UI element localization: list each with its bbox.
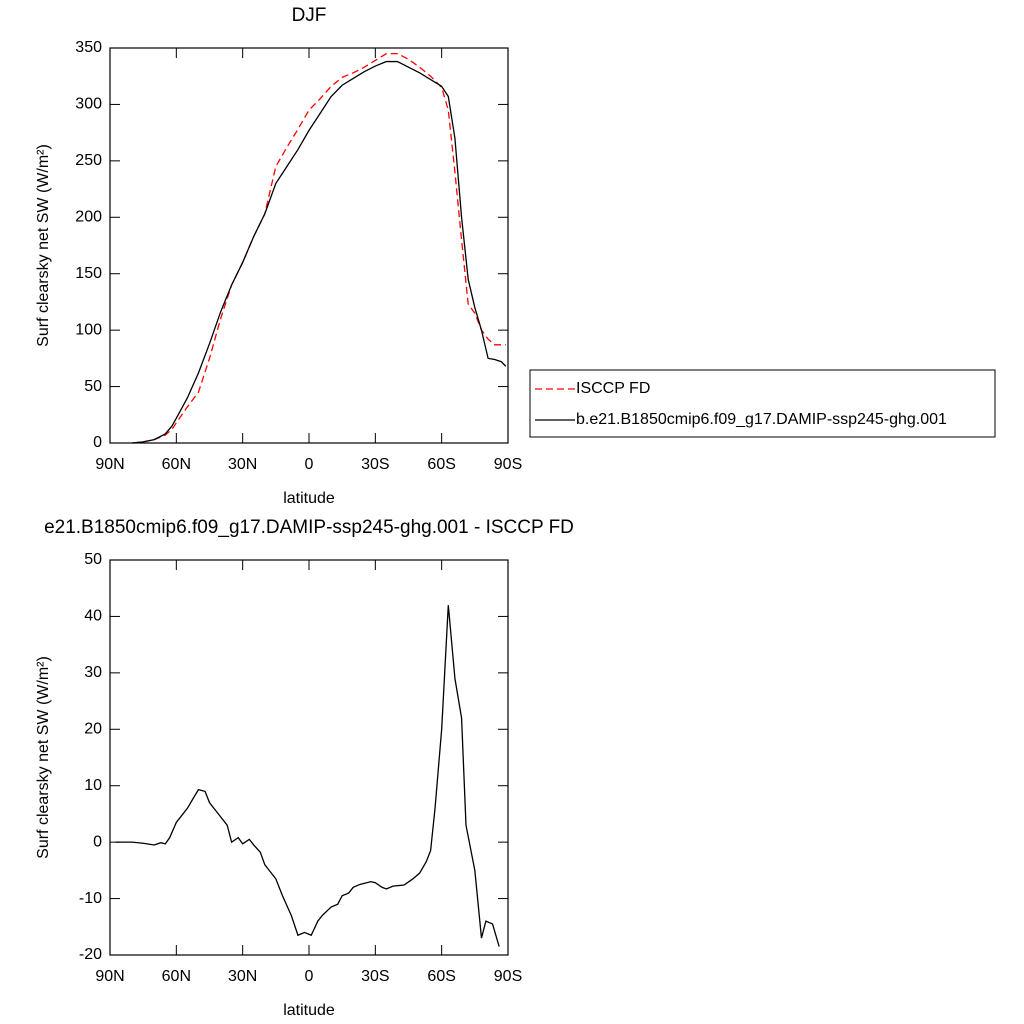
- x-tick-label: 60S: [427, 456, 455, 473]
- y-tick-label: 50: [84, 551, 102, 568]
- x-tick-label: 90S: [494, 456, 522, 473]
- chart-title: DJF: [292, 5, 327, 26]
- x-tick-label: 0: [305, 456, 314, 473]
- x-tick-label: 30N: [228, 968, 257, 985]
- y-tick-label: 300: [75, 96, 102, 113]
- y-tick-label: 350: [75, 39, 102, 56]
- y-tick-label: 250: [75, 152, 102, 169]
- y-tick-label: 0: [93, 434, 102, 451]
- x-tick-label: 30S: [361, 456, 389, 473]
- y-tick-label: 30: [84, 664, 102, 681]
- y-tick-label: 150: [75, 265, 102, 282]
- y-tick-label: 20: [84, 721, 102, 738]
- data-line: [115, 605, 500, 947]
- plot-frame: [109, 559, 509, 956]
- x-tick-label: 60N: [162, 456, 191, 473]
- y-tick-label: 40: [84, 608, 102, 625]
- chart-title: e21.B1850cmip6.f09_g17.DAMIP-ssp245-ghg.…: [44, 517, 574, 538]
- x-axis-title: latitude: [283, 490, 335, 507]
- y-axis-title: Surf clearsky net SW (W/m²): [35, 144, 52, 347]
- y-axis-title: Surf clearsky net SW (W/m²): [35, 656, 52, 859]
- legend-label: b.e21.B1850cmip6.f09_g17.DAMIP-ssp245-gh…: [576, 411, 947, 428]
- x-tick-label: 90S: [494, 968, 522, 985]
- x-axis-title: latitude: [283, 1002, 335, 1019]
- y-tick-label: -20: [79, 946, 102, 963]
- x-tick-label: 60S: [427, 968, 455, 985]
- x-tick-label: 60N: [162, 968, 191, 985]
- legend-label: ISCCP FD: [576, 380, 650, 397]
- plot-frame: [109, 47, 509, 444]
- y-tick-label: 100: [75, 321, 102, 338]
- y-tick-label: -10: [79, 890, 102, 907]
- data-line: [132, 52, 506, 444]
- data-line: [132, 60, 507, 444]
- x-tick-label: 90N: [95, 968, 124, 985]
- legend-box: [529, 369, 996, 438]
- y-tick-label: 0: [93, 833, 102, 850]
- y-tick-label: 10: [84, 777, 102, 794]
- y-tick-label: 50: [84, 378, 102, 395]
- x-tick-label: 0: [305, 968, 314, 985]
- x-tick-label: 30S: [361, 968, 389, 985]
- x-tick-label: 30N: [228, 456, 257, 473]
- y-tick-label: 200: [75, 209, 102, 226]
- x-tick-label: 90N: [95, 456, 124, 473]
